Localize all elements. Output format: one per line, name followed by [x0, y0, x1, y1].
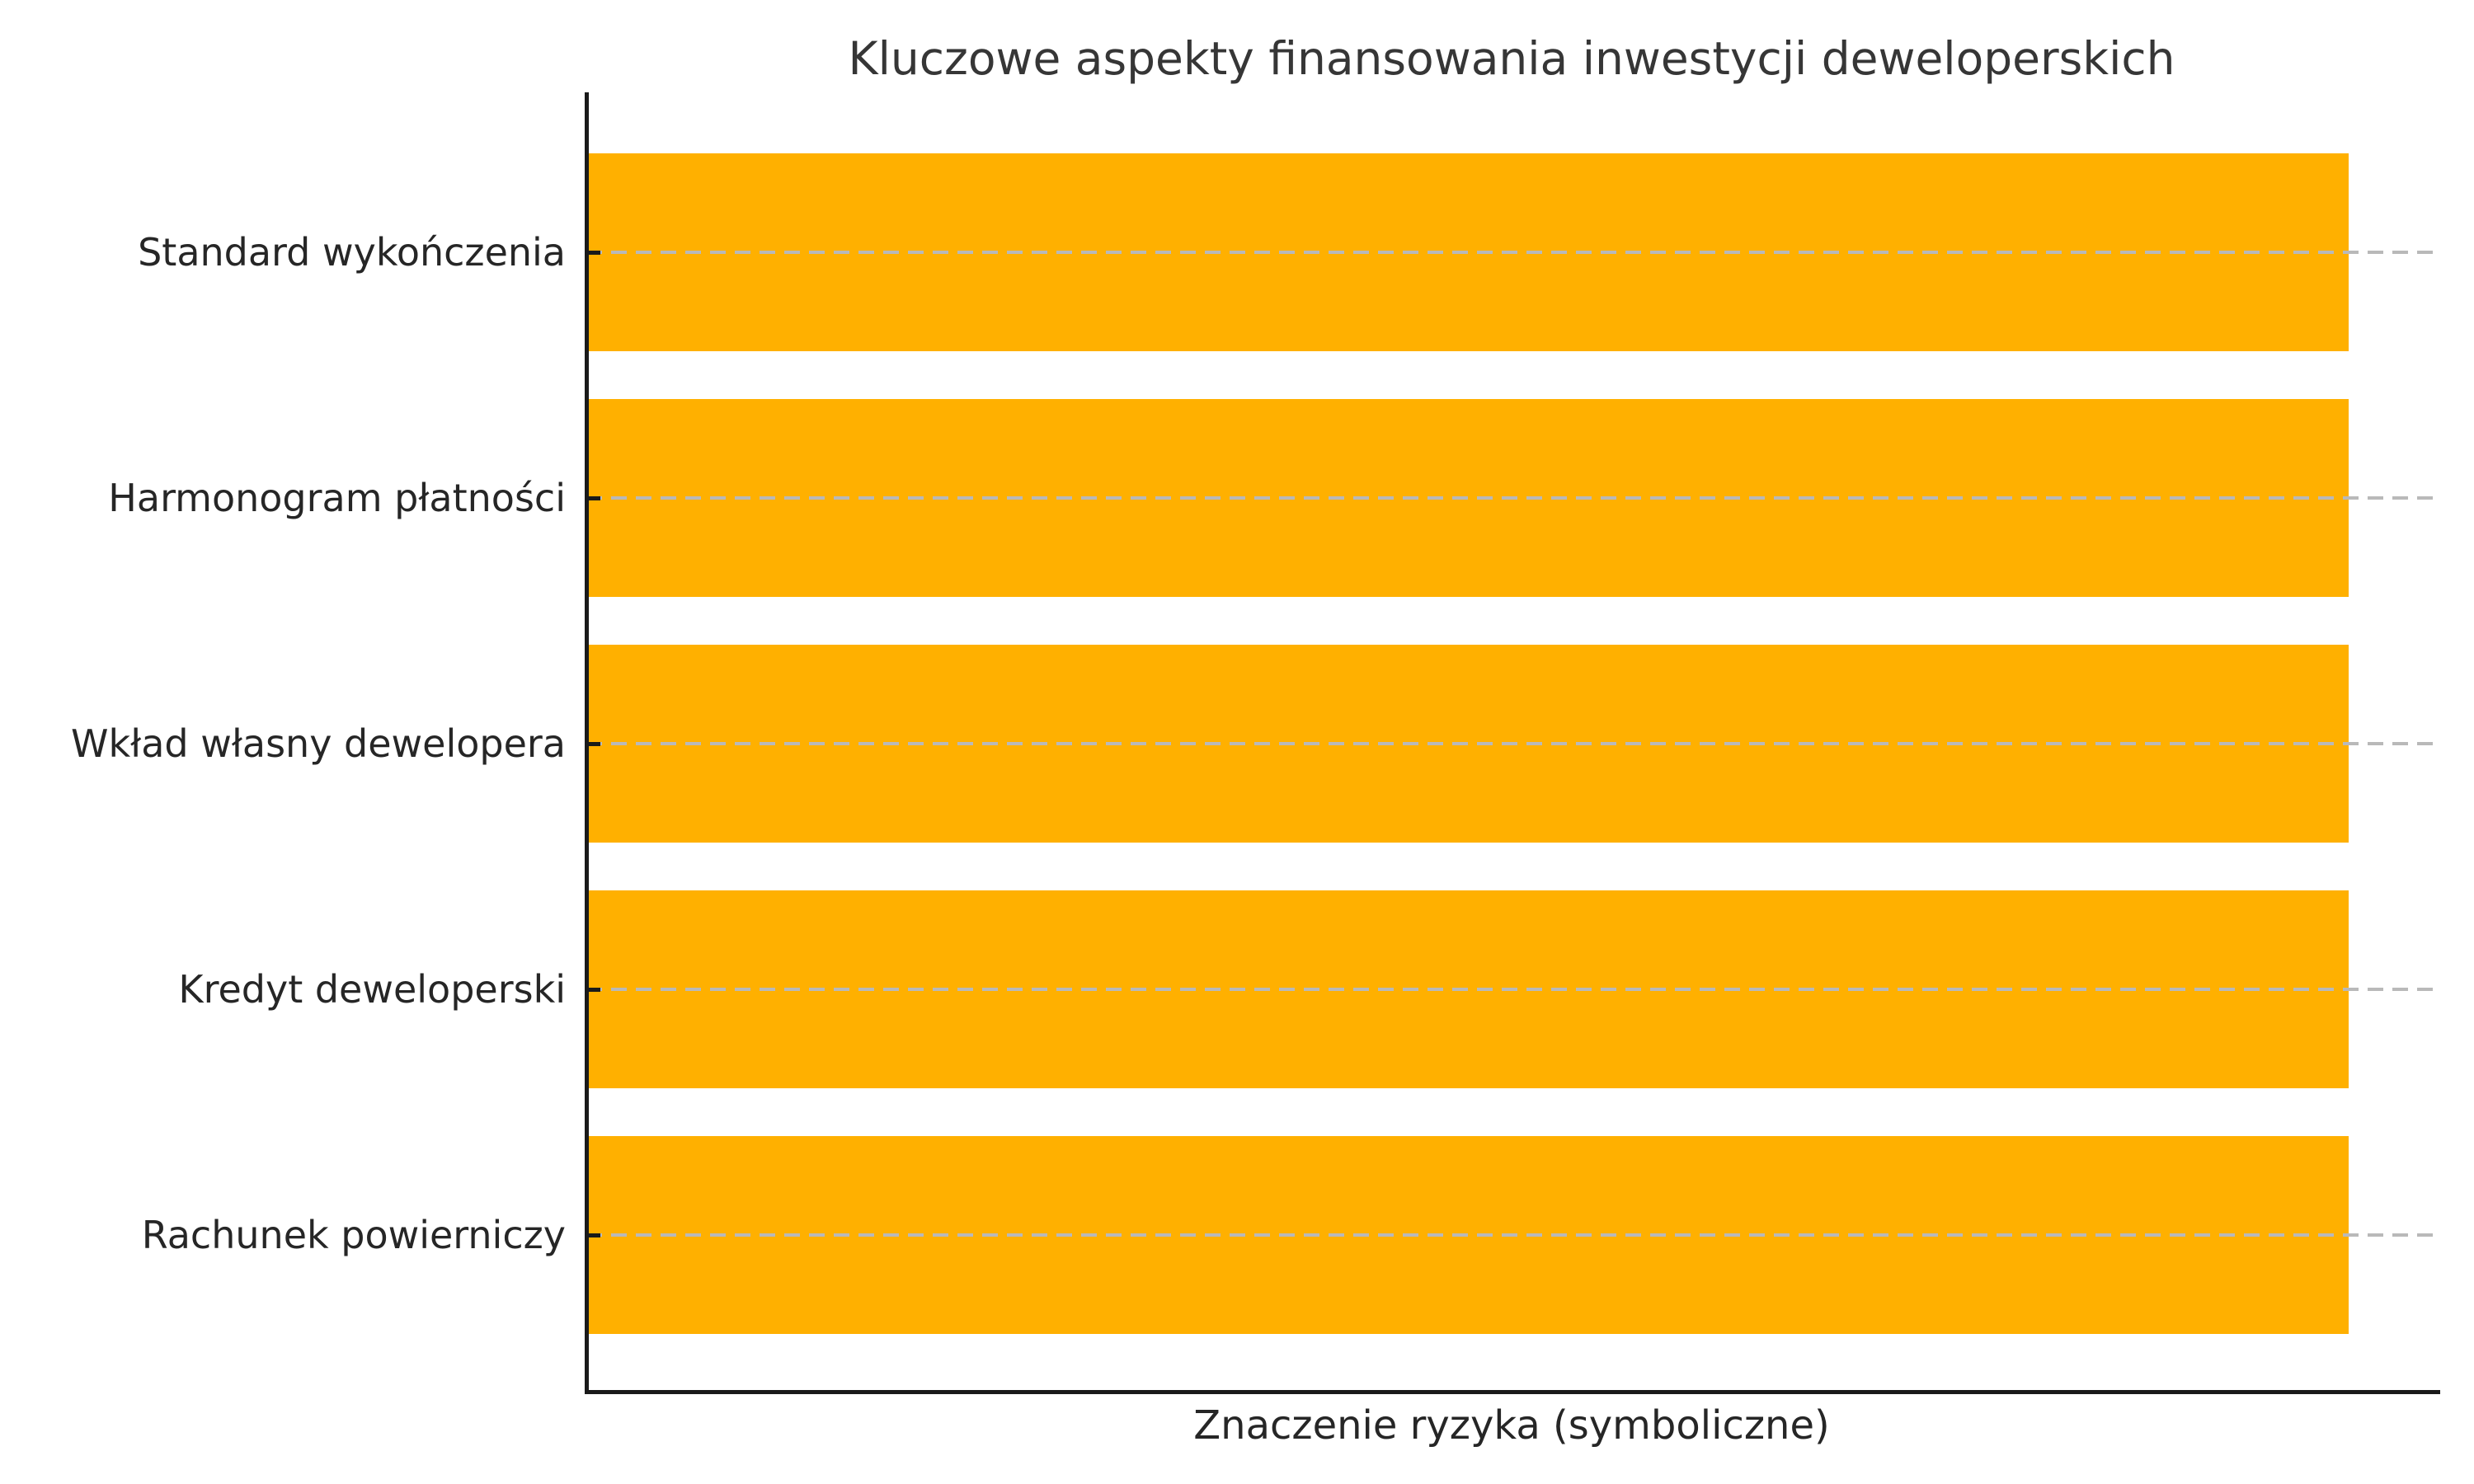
y-tick-label: Kredyt deweloperski	[178, 967, 566, 1012]
y-tick-label: Standard wykończenia	[138, 230, 566, 275]
chart-title: Kluczowe aspekty finansowania inwestycji…	[848, 32, 2175, 85]
x-axis-spine	[585, 1390, 2440, 1394]
x-axis-label: Znaczenie ryzyka (symboliczne)	[1193, 1402, 1830, 1449]
y-gridline	[586, 251, 2437, 254]
y-tick-mark	[586, 251, 600, 255]
y-tick-mark	[586, 742, 600, 746]
y-tick-label: Rachunek powierniczy	[141, 1213, 566, 1257]
y-tick-mark	[586, 1233, 600, 1237]
y-tick-label: Harmonogram płatności	[108, 476, 566, 520]
y-gridline	[586, 988, 2437, 991]
y-gridline	[586, 1233, 2437, 1237]
y-tick-label: Wkład własny dewelopera	[71, 721, 566, 766]
y-gridline	[586, 742, 2437, 745]
y-gridline	[586, 496, 2437, 500]
y-tick-mark	[586, 496, 600, 500]
y-tick-mark	[586, 988, 600, 992]
